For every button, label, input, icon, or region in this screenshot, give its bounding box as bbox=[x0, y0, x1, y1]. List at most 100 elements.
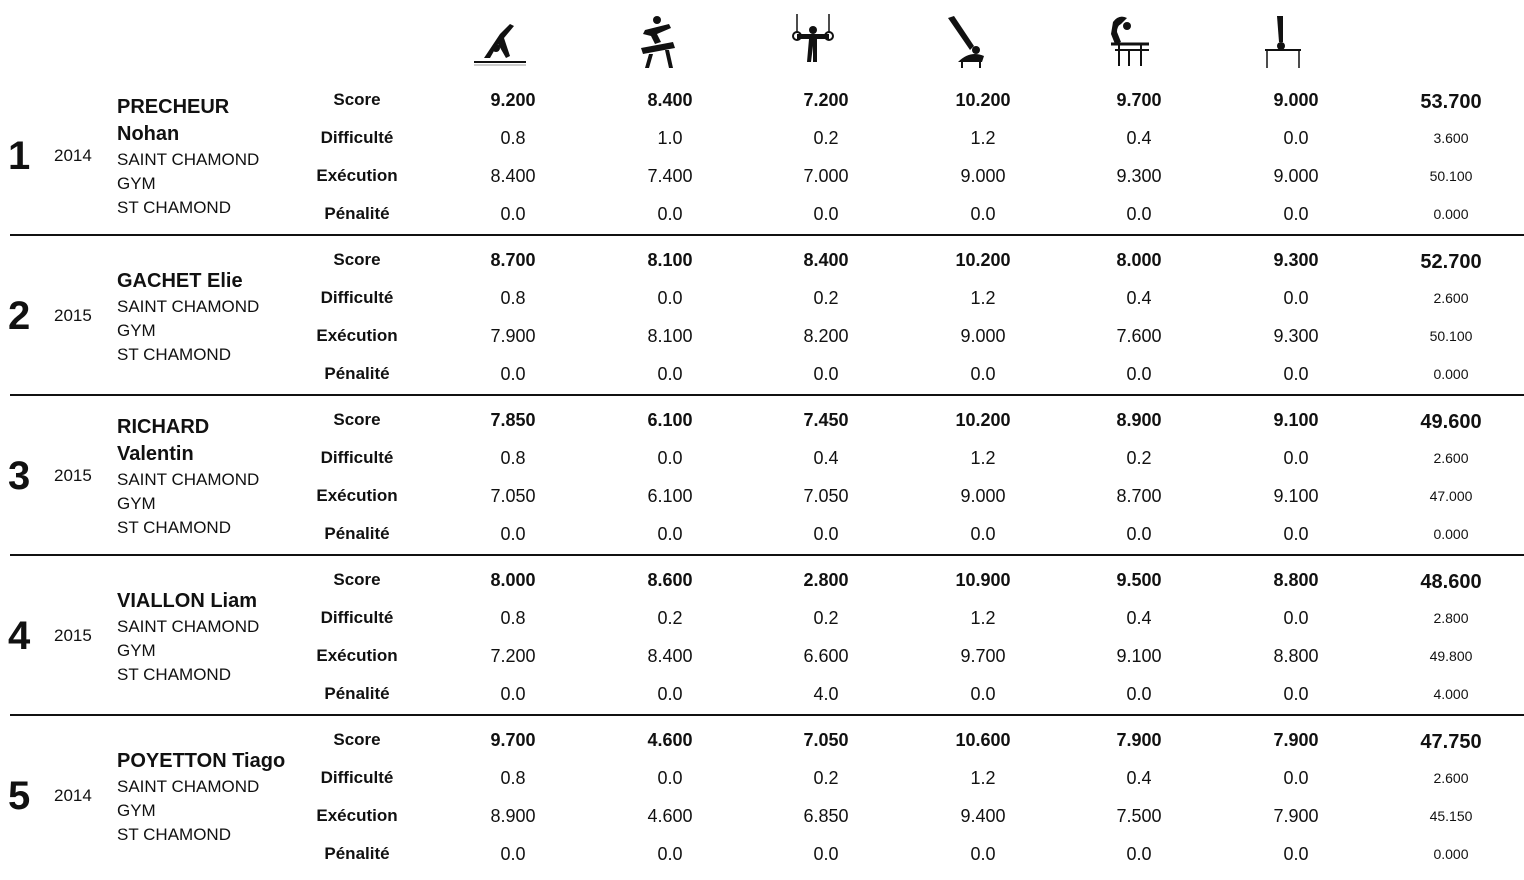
cell-score: 7.200 bbox=[803, 90, 849, 110]
cell-difficulty: 0.8 bbox=[500, 448, 526, 468]
cell-penalty: 0.0 bbox=[970, 684, 996, 704]
cell-execution: 9.300 bbox=[1116, 166, 1162, 186]
cell-execution: 8.900 bbox=[490, 806, 536, 826]
cell-difficulty: 0.0 bbox=[657, 448, 683, 468]
cell-execution: 6.600 bbox=[803, 646, 849, 666]
cell-score: 2.800 bbox=[803, 570, 849, 590]
row-label-difficulty: Difficulté bbox=[320, 128, 394, 147]
cell-penalty: 0.0 bbox=[657, 204, 683, 224]
result-block: 2 2015 GACHET Elie SAINT CHAMOND GYM ST CHAMO… bbox=[0, 234, 1524, 400]
gymnast-info: POYETTON Tiago SAINT CHAMOND GYM ST CHAMOND bbox=[117, 748, 287, 847]
pommel-horse-icon bbox=[627, 12, 687, 70]
cell-score: 7.050 bbox=[803, 730, 849, 750]
club-name: SAINT CHAMOND bbox=[117, 150, 260, 169]
club-name: SAINT CHAMOND bbox=[117, 777, 260, 796]
cell-difficulty: 0.0 bbox=[1283, 608, 1309, 628]
cell-penalty: 0.0 bbox=[1283, 524, 1309, 544]
result-block: 3 2015 RICHARD Valentin SAINT CHAMOND GYM ST C… bbox=[0, 394, 1524, 560]
cell-score: 8.700 bbox=[490, 250, 536, 270]
birth-year: 2014 bbox=[54, 786, 92, 805]
rank: 5 bbox=[8, 774, 31, 818]
cell-difficulty: 0.8 bbox=[500, 768, 526, 788]
total-difficulty: 2.600 bbox=[1433, 450, 1469, 466]
cell-difficulty: 1.2 bbox=[970, 128, 996, 148]
gymnast-info: VIALLON Liam SAINT CHAMOND GYM ST CHAMOND bbox=[117, 588, 287, 687]
cell-penalty: 0.0 bbox=[500, 364, 526, 384]
club-name: GYM bbox=[117, 321, 156, 340]
divider bbox=[10, 554, 1524, 556]
rings-icon bbox=[783, 12, 843, 70]
cell-penalty: 0.0 bbox=[1126, 364, 1152, 384]
cell-difficulty: 0.2 bbox=[813, 608, 839, 628]
cell-difficulty: 0.0 bbox=[1283, 768, 1309, 788]
cell-penalty: 0.0 bbox=[1126, 204, 1152, 224]
row-label-execution: Exécution bbox=[316, 486, 398, 505]
cell-score: 7.450 bbox=[803, 410, 849, 430]
gymnast-name: PRECHEUR bbox=[117, 96, 230, 118]
result-block: 5 2014 POYETTON Tiago SAINT CHAMOND GYM ST CH… bbox=[0, 714, 1524, 880]
cell-penalty: 0.0 bbox=[1283, 204, 1309, 224]
vault-icon bbox=[940, 12, 1000, 70]
cell-penalty: 0.0 bbox=[813, 204, 839, 224]
total-score: 53.700 bbox=[1420, 91, 1482, 113]
total-score: 47.750 bbox=[1420, 731, 1482, 753]
gymnast-info: PRECHEUR Nohan SAINT CHAMOND GYM ST CHAMOND bbox=[117, 94, 287, 220]
cell-execution: 9.100 bbox=[1116, 646, 1162, 666]
cell-score: 9.200 bbox=[490, 90, 536, 110]
cell-score: 8.400 bbox=[647, 90, 693, 110]
cell-penalty: 0.0 bbox=[500, 844, 526, 864]
cell-difficulty: 0.0 bbox=[1283, 448, 1309, 468]
cell-difficulty: 0.8 bbox=[500, 288, 526, 308]
horizontal-bar-icon bbox=[1253, 12, 1313, 70]
total-penalty: 0.000 bbox=[1433, 366, 1469, 382]
club-name: GYM bbox=[117, 641, 156, 660]
rank: 1 bbox=[8, 134, 31, 178]
cell-penalty: 0.0 bbox=[500, 524, 526, 544]
club-name: ST CHAMOND bbox=[117, 198, 231, 217]
total-execution: 50.100 bbox=[1429, 168, 1473, 184]
cell-score: 8.900 bbox=[1116, 410, 1162, 430]
cell-execution: 7.400 bbox=[647, 166, 693, 186]
total-penalty: 0.000 bbox=[1433, 206, 1469, 222]
cell-execution: 8.100 bbox=[647, 326, 693, 346]
cell-difficulty: 0.2 bbox=[813, 768, 839, 788]
cell-difficulty: 0.0 bbox=[657, 288, 683, 308]
total-execution: 49.800 bbox=[1429, 648, 1473, 664]
cell-execution: 4.600 bbox=[647, 806, 693, 826]
cell-penalty: 0.0 bbox=[813, 524, 839, 544]
cell-execution: 8.400 bbox=[490, 166, 536, 186]
club-name: SAINT CHAMOND bbox=[117, 297, 260, 316]
total-penalty: 4.000 bbox=[1433, 686, 1469, 702]
cell-difficulty: 1.2 bbox=[970, 768, 996, 788]
cell-penalty: 0.0 bbox=[1126, 524, 1152, 544]
cell-execution: 7.900 bbox=[490, 326, 536, 346]
cell-score: 8.800 bbox=[1273, 570, 1319, 590]
cell-difficulty: 0.4 bbox=[813, 448, 839, 468]
club-name: GYM bbox=[117, 494, 156, 513]
cell-score: 10.900 bbox=[955, 570, 1011, 590]
cell-score: 6.100 bbox=[647, 410, 693, 430]
cell-score: 8.000 bbox=[490, 570, 536, 590]
cell-score: 4.600 bbox=[647, 730, 693, 750]
cell-execution: 6.850 bbox=[803, 806, 849, 826]
cell-penalty: 0.0 bbox=[1126, 684, 1152, 704]
total-score: 52.700 bbox=[1420, 251, 1482, 273]
cell-score: 9.700 bbox=[1116, 90, 1162, 110]
total-execution: 45.150 bbox=[1429, 808, 1473, 824]
cell-execution: 9.400 bbox=[960, 806, 1006, 826]
cell-execution: 6.100 bbox=[647, 486, 693, 506]
row-label-execution: Exécution bbox=[316, 166, 398, 185]
cell-score: 8.100 bbox=[647, 250, 693, 270]
cell-penalty: 0.0 bbox=[970, 204, 996, 224]
divider bbox=[10, 234, 1524, 236]
cell-penalty: 0.0 bbox=[970, 364, 996, 384]
row-label-penalty: Pénalité bbox=[324, 204, 390, 223]
cell-difficulty: 1.2 bbox=[970, 608, 996, 628]
cell-penalty: 0.0 bbox=[657, 844, 683, 864]
cell-penalty: 0.0 bbox=[657, 684, 683, 704]
row-label-difficulty: Difficulté bbox=[320, 288, 394, 307]
total-difficulty: 2.800 bbox=[1433, 610, 1469, 626]
cell-difficulty: 1.2 bbox=[970, 448, 996, 468]
club-name: SAINT CHAMOND bbox=[117, 470, 260, 489]
